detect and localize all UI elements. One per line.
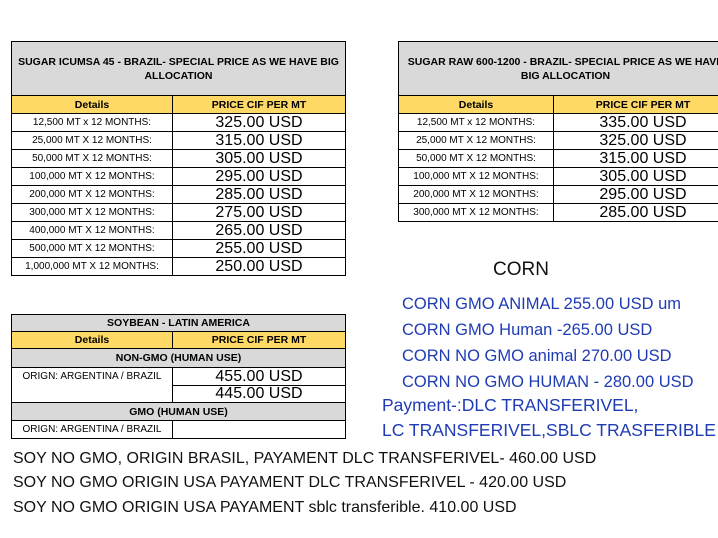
table-row: 25,000 MT X 12 MONTHS: 315.00 USD	[11, 131, 346, 150]
row-price: 305.00 USD	[553, 167, 718, 186]
row-price: 295.00 USD	[553, 185, 718, 204]
row-price: 305.00 USD	[172, 149, 346, 168]
table-row: 100,000 MT X 12 MONTHS: 305.00 USD	[398, 167, 718, 186]
price-header: PRICE CIF PER MT	[172, 331, 346, 349]
row-detail: 25,000 MT X 12 MONTHS:	[398, 131, 554, 150]
table-row: ORIGN: ARGENTINA / BRAZIL	[11, 420, 346, 439]
sugar-raw-table: SUGAR RAW 600-1200 - BRAZIL- SPECIAL PRI…	[398, 41, 718, 222]
corn-line: CORN GMO Human -265.00 USD	[402, 321, 653, 339]
table-row: ORIGN: ARGENTINA / BRAZIL 455.00 USD	[11, 367, 346, 403]
corn-payment-line: LC TRANSFERIVEL,SBLC TRASFERIBLE	[382, 420, 716, 440]
row-detail: 300,000 MT X 12 MONTHS:	[11, 203, 173, 222]
row-price: 325.00 USD	[553, 131, 718, 150]
table-row: 300,000 MT X 12 MONTHS: 285.00 USD	[398, 203, 718, 222]
row-detail: ORIGN: ARGENTINA / BRAZIL	[11, 367, 173, 403]
corn-payment-line: Payment-:DLC TRANSFERIVEL,	[382, 395, 639, 415]
row-price: 445.00 USD	[172, 385, 346, 403]
row-price: 255.00 USD	[172, 239, 346, 258]
row-detail: 25,000 MT X 12 MONTHS:	[11, 131, 173, 150]
row-detail: 200,000 MT X 12 MONTHS:	[398, 185, 554, 204]
table-row: 200,000 MT X 12 MONTHS: 295.00 USD	[398, 185, 718, 204]
sugar-raw-title: SUGAR RAW 600-1200 - BRAZIL- SPECIAL PRI…	[398, 41, 718, 96]
table-row: 100,000 MT X 12 MONTHS: 295.00 USD	[11, 167, 346, 186]
soybean-table: SOYBEAN - LATIN AMERICA Details PRICE CI…	[11, 314, 346, 439]
row-detail: 50,000 MT X 12 MONTHS:	[398, 149, 554, 168]
row-price: 335.00 USD	[553, 113, 718, 132]
row-detail: 400,000 MT X 12 MONTHS:	[11, 221, 173, 240]
table-row: 12,500 MT x 12 MONTHS: 335.00 USD	[398, 113, 718, 132]
row-price: 285.00 USD	[172, 185, 346, 204]
price-header: PRICE CIF PER MT	[172, 95, 346, 114]
row-price: 455.00 USD	[172, 367, 346, 386]
non-gmo-label: NON-GMO (HUMAN USE)	[11, 348, 346, 368]
row-price: 295.00 USD	[172, 167, 346, 186]
table-row: 300,000 MT X 12 MONTHS: 275.00 USD	[11, 203, 346, 222]
row-price: 250.00 USD	[172, 257, 346, 276]
row-detail: 200,000 MT X 12 MONTHS:	[11, 185, 173, 204]
corn-line: CORN NO GMO animal 270.00 USD	[402, 347, 672, 365]
table-row: 50,000 MT X 12 MONTHS: 315.00 USD	[398, 149, 718, 168]
row-price: 275.00 USD	[172, 203, 346, 222]
row-price: 325.00 USD	[172, 113, 346, 132]
corn-payment-clip: LC TRANSFERIVEL,SBLC TRASFERIBLE	[382, 420, 718, 444]
gmo-label: GMO (HUMAN USE)	[11, 402, 346, 421]
table-row: 25,000 MT X 12 MONTHS: 325.00 USD	[398, 131, 718, 150]
sugar-icumsa-table: SUGAR ICUMSA 45 - BRAZIL- SPECIAL PRICE …	[11, 41, 346, 276]
details-header: Details	[11, 331, 173, 349]
row-detail: 1,000,000 MT X 12 MONTHS:	[11, 257, 173, 276]
row-detail: 50,000 MT X 12 MONTHS:	[11, 149, 173, 168]
row-price: 315.00 USD	[553, 149, 718, 168]
table-row: 50,000 MT X 12 MONTHS: 305.00 USD	[11, 149, 346, 168]
row-detail: 12,500 MT x 12 MONTHS:	[11, 113, 173, 132]
table-row: 400,000 MT X 12 MONTHS: 265.00 USD	[11, 221, 346, 240]
details-header: Details	[398, 95, 554, 114]
soy-line: SOY NO GMO ORIGIN USA PAYAMENT sblc tran…	[13, 499, 517, 516]
soybean-title: SOYBEAN - LATIN AMERICA	[11, 314, 346, 332]
table-row: 1,000,000 MT X 12 MONTHS: 250.00 USD	[11, 257, 346, 276]
corn-line: CORN GMO ANIMAL 255.00 USD um	[402, 295, 682, 313]
row-detail: 500,000 MT X 12 MONTHS:	[11, 239, 173, 258]
corn-heading: CORN	[493, 259, 549, 280]
row-price: 315.00 USD	[172, 131, 346, 150]
price-header: PRICE CIF PER MT	[553, 95, 718, 114]
table-row: 500,000 MT X 12 MONTHS: 255.00 USD	[11, 239, 346, 258]
sugar-raw-clip: SUGAR RAW 600-1200 - BRAZIL- SPECIAL PRI…	[398, 41, 718, 231]
table-row: 12,500 MT x 12 MONTHS: 325.00 USD	[11, 113, 346, 132]
soy-line: SOY NO GMO ORIGIN USA PAYAMENT DLC TRANS…	[13, 474, 567, 491]
corn-line: CORN NO GMO HUMAN - 280.00 USD	[402, 373, 694, 391]
sugar-icumsa-title: SUGAR ICUMSA 45 - BRAZIL- SPECIAL PRICE …	[11, 41, 346, 96]
row-price: 285.00 USD	[553, 203, 718, 222]
row-detail: 12,500 MT x 12 MONTHS:	[398, 113, 554, 132]
row-detail: ORIGN: ARGENTINA / BRAZIL	[11, 420, 173, 439]
row-price	[172, 420, 346, 439]
row-detail: 100,000 MT X 12 MONTHS:	[398, 167, 554, 186]
row-price: 265.00 USD	[172, 221, 346, 240]
row-detail: 100,000 MT X 12 MONTHS:	[11, 167, 173, 186]
details-header: Details	[11, 95, 173, 114]
row-detail: 300,000 MT X 12 MONTHS:	[398, 203, 554, 222]
soy-line: SOY NO GMO, ORIGIN BRASIL, PAYAMENT DLC …	[13, 450, 597, 467]
table-row: 200,000 MT X 12 MONTHS: 285.00 USD	[11, 185, 346, 204]
